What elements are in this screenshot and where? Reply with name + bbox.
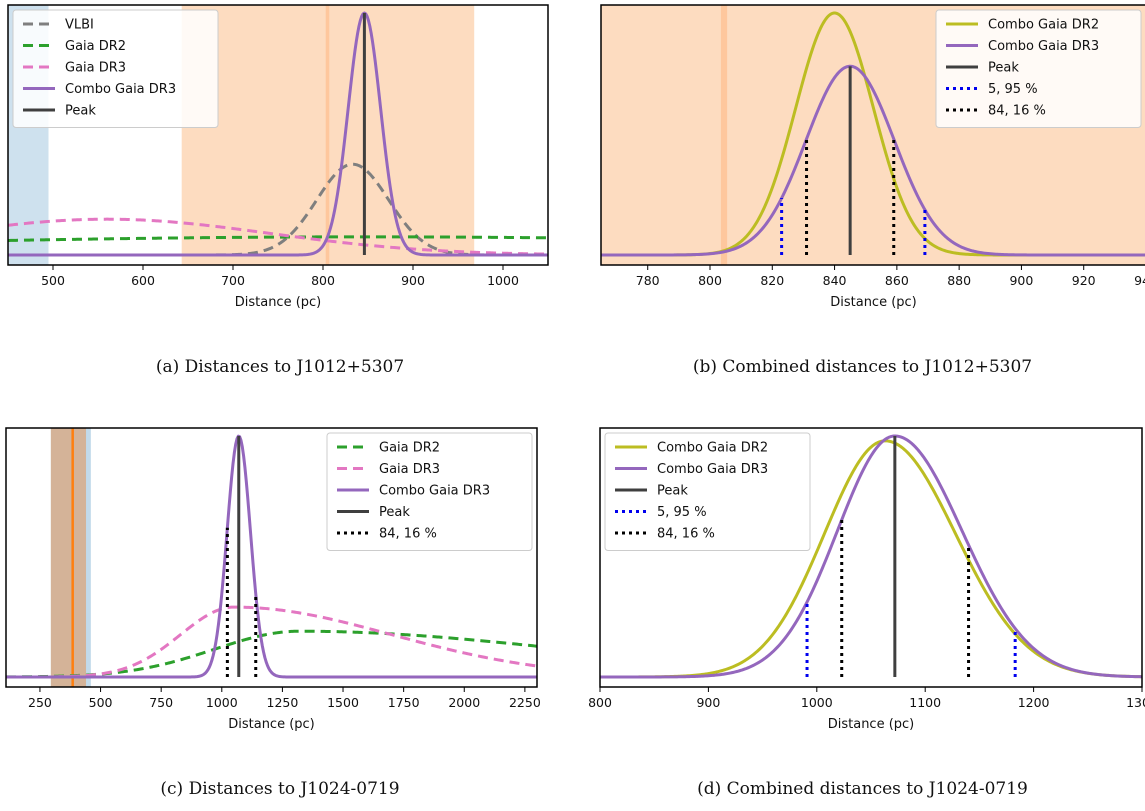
- legend: VLBI Gaia DR2 Gaia DR3 Combo Gaia DR3 Peak: [12, 9, 219, 128]
- legend-label-84-16: 84, 16 %: [379, 527, 437, 542]
- series-line-gaia-dr3: [6, 605, 537, 679]
- legend: Combo Gaia DR2 Combo Gaia DR3 Peak 5, 95 % 8…: [604, 432, 811, 551]
- chart-caption-a: (a) Distances to J1012+5307: [155, 357, 405, 377]
- legend-label-gaia-dr3: Gaia DR3: [379, 462, 440, 477]
- plot-area: [600, 434, 1142, 679]
- x-axis-label: Distance (pc): [235, 295, 322, 310]
- legend-label-peak: Peak: [379, 505, 410, 520]
- legend: Combo Gaia DR2 Combo Gaia DR3 Peak 5, 95 % 8…: [935, 9, 1142, 128]
- x-tick-label-0: 800: [588, 695, 612, 710]
- chart-panel-c: 250 500 750 1000 1250 1500 1750 2000 2250 Distanc…: [0, 423, 560, 811]
- legend-label-combo-gaia-dr3: Combo Gaia DR3: [657, 462, 768, 477]
- legend: Gaia DR2 Gaia DR3 Combo Gaia DR3 Peak 84, 16…: [326, 432, 533, 551]
- x-tick-label-7: 920: [1072, 273, 1096, 288]
- plot-frame: [599, 427, 1143, 688]
- x-tick-label-3: 1100: [909, 695, 941, 710]
- x-tick-label-1: 900: [696, 695, 720, 710]
- x-axis-label: Distance (pc): [828, 717, 915, 732]
- x-axis-label: Distance (pc): [830, 295, 917, 310]
- x-tick-label-4: 1200: [1018, 695, 1050, 710]
- legend-label-combo-gaia-dr2: Combo Gaia DR2: [657, 441, 768, 456]
- x-tick-label-0: 250: [28, 695, 52, 710]
- legend-label-5-95: 5, 95 %: [988, 82, 1038, 97]
- legend-label-5-95: 5, 95 %: [657, 505, 707, 520]
- plot-area: [6, 428, 537, 687]
- legend-label-84-16: 84, 16 %: [657, 527, 715, 542]
- shaded-band-2: [325, 5, 330, 265]
- x-tick-label-4: 1250: [267, 695, 299, 710]
- legend-box: [604, 432, 811, 551]
- legend-box: [12, 9, 219, 128]
- x-tick-label-5: 880: [947, 273, 971, 288]
- x-tick-label-0: 780: [636, 273, 660, 288]
- chart-panel-b: 780 800 820 840 860 880 900 920 940 Distance (pc)…: [580, 0, 1145, 390]
- legend-label-84-16: 84, 16 %: [988, 104, 1046, 119]
- x-tick-label-3: 1000: [206, 695, 238, 710]
- x-tick-label-7: 2000: [448, 695, 480, 710]
- x-tick-label-3: 840: [823, 273, 847, 288]
- chart-caption-d: (d) Combined distances to J1024-0719: [697, 779, 1028, 799]
- legend-label-combo-gaia-dr3: Combo Gaia DR3: [65, 82, 176, 97]
- chart-svg-c: 250 500 750 1000 1250 1500 1750 2000 2250 Distanc…: [5, 427, 541, 732]
- x-tick-label-4: 860: [885, 273, 909, 288]
- x-tick-label-6: 1750: [388, 695, 420, 710]
- plot-frame: [5, 427, 538, 688]
- x-tick-label-2: 820: [760, 273, 784, 288]
- legend-label-peak: Peak: [657, 484, 688, 499]
- chart-panel-a: 500 600 700 800 900 1000 Distance (pc) VLBI Gaia…: [0, 0, 560, 390]
- x-tick-label-2: 750: [149, 695, 173, 710]
- chart-caption-b: (b) Combined distances to J1012+5307: [692, 357, 1033, 377]
- legend-label-peak: Peak: [988, 61, 1019, 76]
- legend-box: [935, 9, 1142, 128]
- x-tick-label-4: 900: [401, 273, 425, 288]
- x-tick-label-2: 1000: [801, 695, 833, 710]
- chart-svg-d: 800 900 1000 1100 1200 1300 Distance (pc) Combo…: [588, 427, 1145, 732]
- x-tick-label-8: 940: [1134, 273, 1145, 288]
- legend-label-vlbi: VLBI: [65, 18, 94, 33]
- legend-label-peak: Peak: [65, 104, 96, 119]
- legend-label-gaia-dr2: Gaia DR2: [65, 39, 126, 54]
- x-tick-label-2: 700: [221, 273, 245, 288]
- plot-frame: [600, 4, 1145, 266]
- x-tick-label-5: 1300: [1126, 695, 1145, 710]
- plot-area: [601, 5, 1145, 265]
- x-tick-label-8: 2250: [509, 695, 541, 710]
- x-tick-label-6: 900: [1009, 273, 1033, 288]
- series-line-combo-gaia-dr3: [6, 434, 537, 679]
- x-tick-label-5: 1000: [487, 273, 519, 288]
- chart-svg-a: 500 600 700 800 900 1000 Distance (pc) VLBI Gaia…: [7, 4, 549, 310]
- x-tick-label-3: 800: [311, 273, 335, 288]
- x-tick-label-0: 500: [41, 273, 65, 288]
- x-tick-label-1: 500: [89, 695, 113, 710]
- x-tick-label-1: 600: [131, 273, 155, 288]
- shaded-band-1: [50, 428, 87, 687]
- plot-area: [8, 5, 548, 265]
- x-tick-label-1: 800: [698, 273, 722, 288]
- series-line-combo-gaia-dr3: [601, 64, 1145, 257]
- chart-caption-c: (c) Distances to J1024-0719: [160, 779, 400, 799]
- legend-label-combo-gaia-dr2: Combo Gaia DR2: [988, 18, 1099, 33]
- series-line-combo-gaia-dr3: [8, 11, 548, 257]
- legend-label-gaia-dr3: Gaia DR3: [65, 61, 126, 76]
- legend-label-combo-gaia-dr3: Combo Gaia DR3: [988, 39, 1099, 54]
- legend-label-combo-gaia-dr3: Combo Gaia DR3: [379, 484, 490, 499]
- series-line-gaia-dr3: [8, 217, 548, 256]
- chart-svg-b: 780 800 820 840 860 880 900 920 940 Distance (pc)…: [600, 4, 1145, 310]
- plot-frame: [7, 4, 549, 266]
- x-axis-label: Distance (pc): [228, 717, 315, 732]
- x-tick-label-5: 1500: [327, 695, 359, 710]
- legend-label-gaia-dr2: Gaia DR2: [379, 441, 440, 456]
- shaded-band-1: [720, 5, 728, 265]
- series-line-combo-gaia-dr3: [600, 434, 1142, 679]
- series-line-gaia-dr2: [8, 235, 548, 242]
- legend-box: [326, 432, 533, 551]
- chart-panel-d: 800 900 1000 1100 1200 1300 Distance (pc) Combo…: [580, 423, 1145, 811]
